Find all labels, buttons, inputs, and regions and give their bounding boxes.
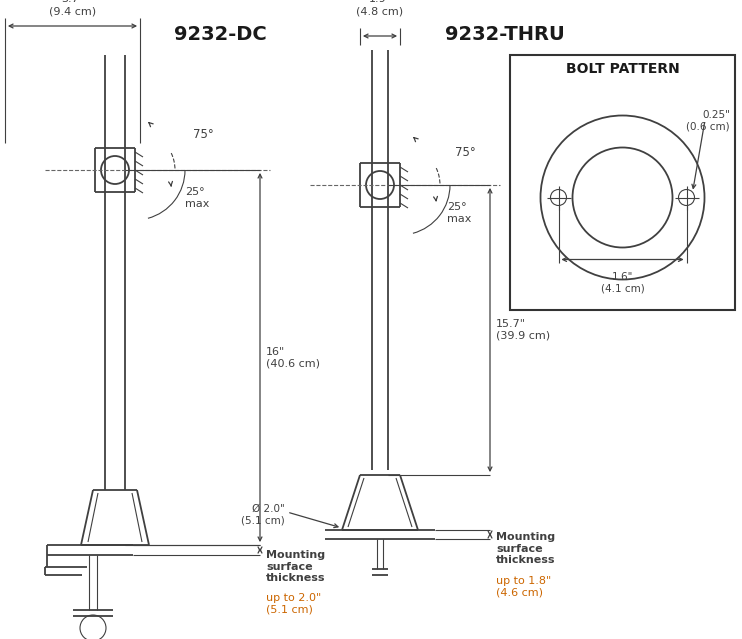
Text: 75°: 75° [455, 146, 476, 160]
Text: 9232-THRU: 9232-THRU [445, 25, 565, 44]
Text: 1.9"
(4.8 cm): 1.9" (4.8 cm) [356, 0, 404, 16]
Bar [510, 55, 735, 310]
Text: 25°
max: 25° max [185, 187, 209, 209]
Text: 0.25"
(0.6 cm): 0.25" (0.6 cm) [686, 110, 730, 132]
Text: 25°
max: 25° max [447, 202, 471, 224]
Text: 9232-DC: 9232-DC [174, 25, 266, 44]
Text: 1.6"
(4.1 cm): 1.6" (4.1 cm) [600, 272, 644, 293]
Text: up to 1.8"
(4.6 cm): up to 1.8" (4.6 cm) [496, 576, 551, 597]
Text: Mounting
surface
thickness: Mounting surface thickness [496, 532, 556, 566]
Text: up to 2.0"
(5.1 cm): up to 2.0" (5.1 cm) [266, 593, 321, 615]
Text: 3.7"
(9.4 cm): 3.7" (9.4 cm) [49, 0, 96, 16]
Text: BOLT PATTERN: BOLT PATTERN [565, 62, 680, 76]
Text: Ø 2.0"
(5.1 cm): Ø 2.0" (5.1 cm) [241, 504, 285, 526]
Text: 75°: 75° [193, 128, 214, 141]
Text: 16"
(40.6 cm): 16" (40.6 cm) [266, 347, 320, 368]
Text: Mounting
surface
thickness: Mounting surface thickness [266, 550, 326, 583]
Text: 15.7"
(39.9 cm): 15.7" (39.9 cm) [496, 320, 550, 341]
